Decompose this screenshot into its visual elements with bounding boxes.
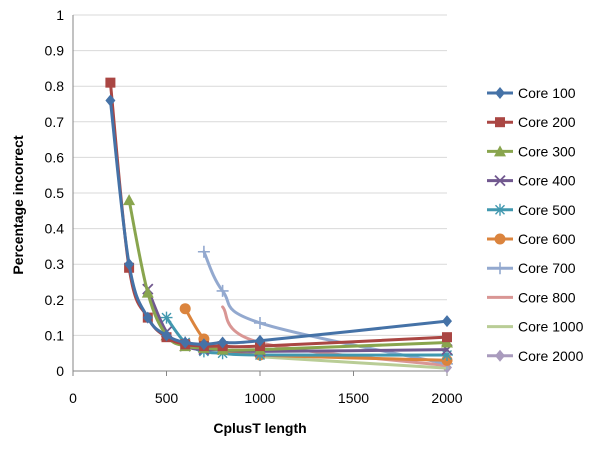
legend-label: Core 1000: [518, 319, 584, 335]
data-point: [179, 303, 191, 315]
y-tick-label: 0.7: [45, 114, 65, 130]
y-tick-label: 0.1: [45, 327, 65, 343]
data-point: [105, 94, 116, 107]
legend-item: Core 400: [487, 173, 576, 189]
series-core-100: [105, 94, 452, 351]
legend-item: Core 700: [487, 260, 576, 276]
data-point: [442, 315, 452, 328]
data-point: [254, 348, 266, 361]
series-line: [108, 98, 449, 346]
y-tick-label: 0.9: [45, 43, 65, 59]
y-tick-label: 0.8: [45, 78, 65, 94]
legend-marker: [495, 349, 505, 362]
x-tick-label: 0: [69, 390, 77, 406]
legend-item: Core 800: [487, 289, 576, 305]
y-tick-label: 0.3: [45, 256, 65, 272]
data-point: [161, 329, 172, 342]
legend-label: Core 400: [518, 173, 576, 189]
y-tick-label: 1: [56, 7, 64, 23]
legend-item: Core 2000: [487, 348, 584, 364]
data-point: [254, 316, 266, 329]
data-point: [217, 336, 228, 349]
y-tick-label: 0.2: [45, 292, 65, 308]
data-point: [216, 284, 229, 297]
legend-item: Core 200: [487, 114, 576, 130]
legend-label: Core 600: [518, 231, 576, 247]
legend-label: Core 2000: [518, 348, 584, 364]
legend-marker: [494, 233, 506, 245]
data-point: [142, 311, 153, 324]
x-tick-label: 500: [155, 390, 179, 406]
legend-label: Core 300: [518, 143, 576, 159]
x-tick-label: 1500: [338, 390, 369, 406]
y-tick-label: 0.5: [45, 185, 65, 201]
legend-label: Core 500: [518, 202, 576, 218]
legend-item: Core 300: [487, 143, 576, 159]
legend-label: Core 200: [518, 114, 576, 130]
legend-label: Core 800: [518, 289, 576, 305]
series-core-1000: [258, 355, 449, 370]
legend-marker: [494, 262, 506, 275]
x-axis-title: CplusT length: [213, 420, 307, 436]
data-point: [124, 258, 135, 271]
data-point: [197, 245, 210, 258]
y-tick-label: 0: [56, 363, 64, 379]
legend-label: Core 700: [518, 260, 576, 276]
series-line: [127, 198, 449, 352]
x-tick-label: 1000: [244, 390, 275, 406]
y-tick-label: 0.6: [45, 149, 65, 165]
data-point: [160, 311, 173, 324]
legend-item: Core 100: [487, 85, 576, 101]
legend-item: Core 600: [487, 231, 576, 247]
y-tick-label: 0.4: [45, 221, 65, 237]
legend-marker: [495, 117, 505, 128]
data-point: [141, 286, 154, 298]
legend-marker: [494, 174, 506, 187]
data-point: [442, 332, 452, 343]
legend-marker: [494, 203, 506, 216]
x-tick-label: 2000: [431, 390, 462, 406]
data-point: [441, 348, 453, 361]
series-line: [258, 355, 449, 370]
data-point: [123, 194, 136, 206]
legend-marker: [494, 145, 506, 157]
legend-item: Core 500: [487, 202, 576, 218]
legend-marker: [495, 87, 505, 99]
data-point: [180, 336, 191, 349]
legend-item: Core 1000: [487, 319, 584, 335]
data-point: [198, 338, 209, 351]
data-point: [255, 334, 265, 347]
data-point: [105, 77, 116, 88]
legend-label: Core 100: [518, 85, 576, 101]
